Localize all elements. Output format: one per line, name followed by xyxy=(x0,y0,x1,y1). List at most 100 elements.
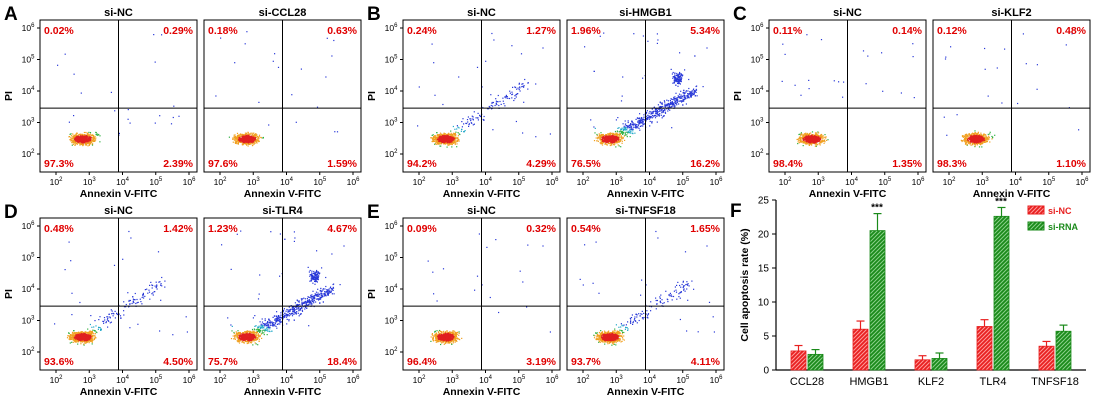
scatter-point xyxy=(82,145,84,147)
scatter-point xyxy=(457,132,459,134)
scatter-point xyxy=(92,137,94,139)
scatter-point xyxy=(691,90,693,92)
scatter-point xyxy=(619,134,622,136)
scatter-point xyxy=(679,79,681,81)
scatter-point xyxy=(127,118,129,120)
scatter-point xyxy=(677,85,679,87)
y-axis-label: PI xyxy=(3,91,15,101)
scatter-point xyxy=(820,136,822,138)
scatter-point xyxy=(252,142,254,144)
scatter-point xyxy=(690,91,692,93)
scatter-point xyxy=(454,134,456,136)
scatter-point xyxy=(439,145,441,147)
scatter-point xyxy=(800,140,802,142)
scatter-point xyxy=(815,133,817,135)
scatter-point xyxy=(452,138,454,141)
scatter-point xyxy=(71,139,73,141)
scatter-point xyxy=(76,136,78,138)
scatter-point xyxy=(515,86,517,89)
scatter-point xyxy=(468,124,470,126)
scatter-point xyxy=(983,141,985,143)
scatter-point xyxy=(72,135,74,137)
scatter-point xyxy=(453,132,455,134)
scatter-point xyxy=(239,138,241,141)
scatter-point xyxy=(436,132,438,134)
scatter-point xyxy=(678,76,680,78)
scatter-point xyxy=(456,140,458,143)
scatter-point xyxy=(806,34,808,36)
scatter-point xyxy=(678,97,680,99)
scatter-point xyxy=(679,71,681,74)
scatter-point xyxy=(661,103,663,105)
scatter-point xyxy=(619,131,621,133)
scatter-point xyxy=(634,123,636,125)
scatter-point xyxy=(68,121,70,123)
scatter-point xyxy=(85,143,87,145)
scatter-point xyxy=(676,77,678,80)
scatter-point xyxy=(648,118,651,120)
scatter-point xyxy=(615,136,618,138)
scatter-point xyxy=(803,135,805,137)
scatter-point xyxy=(488,105,490,108)
scatter-point xyxy=(88,144,90,146)
scatter-point xyxy=(252,136,254,138)
scatter-point xyxy=(236,132,239,134)
scatter-point xyxy=(446,142,448,144)
scatter-point xyxy=(833,80,835,82)
scatter-point xyxy=(593,126,595,128)
scatter-point xyxy=(984,68,986,70)
scatter-point xyxy=(92,134,95,136)
scatter-point xyxy=(502,97,504,99)
scatter-point xyxy=(598,134,600,137)
scatter-point xyxy=(455,140,457,142)
scatter-point xyxy=(817,140,819,142)
scatter-point xyxy=(679,97,681,99)
scatter-point xyxy=(242,142,244,144)
scatter-point xyxy=(656,115,658,117)
scatter-point xyxy=(448,133,450,135)
scatter-point xyxy=(808,144,811,146)
y-axis-label: PI xyxy=(366,91,378,101)
scatter-point xyxy=(600,136,602,138)
scatter-point xyxy=(814,139,816,141)
quadrant-ul-value: 0.02% xyxy=(44,25,74,37)
scatter-point xyxy=(256,141,258,143)
scatter-point xyxy=(535,83,537,85)
scatter-point xyxy=(961,140,963,142)
scatter-point xyxy=(445,139,447,141)
scatter-point xyxy=(611,136,613,138)
scatter-point xyxy=(664,111,666,113)
scatter-point xyxy=(445,134,447,137)
scatter-point xyxy=(615,146,617,148)
scatter-point xyxy=(251,140,254,142)
scatter-point xyxy=(255,134,257,136)
scatter-point xyxy=(808,135,810,137)
scatter-point xyxy=(683,93,685,95)
scatter-point xyxy=(803,140,806,142)
scatter-point xyxy=(521,86,523,88)
scatter-point xyxy=(618,135,620,137)
scatter-point xyxy=(471,115,473,117)
scatter-point xyxy=(83,142,85,144)
scatter-point xyxy=(814,138,816,140)
scatter-point xyxy=(255,134,258,136)
scatter-point xyxy=(599,135,601,137)
scatter-point xyxy=(964,135,966,137)
scatter-point xyxy=(974,130,976,132)
scatter-point xyxy=(447,141,449,144)
scatter-point xyxy=(610,132,612,135)
scatter-point xyxy=(803,139,805,141)
scatter-point xyxy=(435,136,437,138)
scatter-point xyxy=(784,53,786,55)
scatter-point xyxy=(110,91,112,93)
scatter-point xyxy=(91,144,94,146)
scatter-point xyxy=(602,135,604,137)
scatter-point xyxy=(448,136,451,139)
scatter-point xyxy=(505,97,507,99)
scatter-point xyxy=(238,136,240,138)
scatter-point xyxy=(509,92,511,94)
scatter-point xyxy=(448,141,450,143)
scatter-point xyxy=(457,135,459,137)
scatter-point xyxy=(666,103,668,105)
scatter-point xyxy=(671,106,673,108)
